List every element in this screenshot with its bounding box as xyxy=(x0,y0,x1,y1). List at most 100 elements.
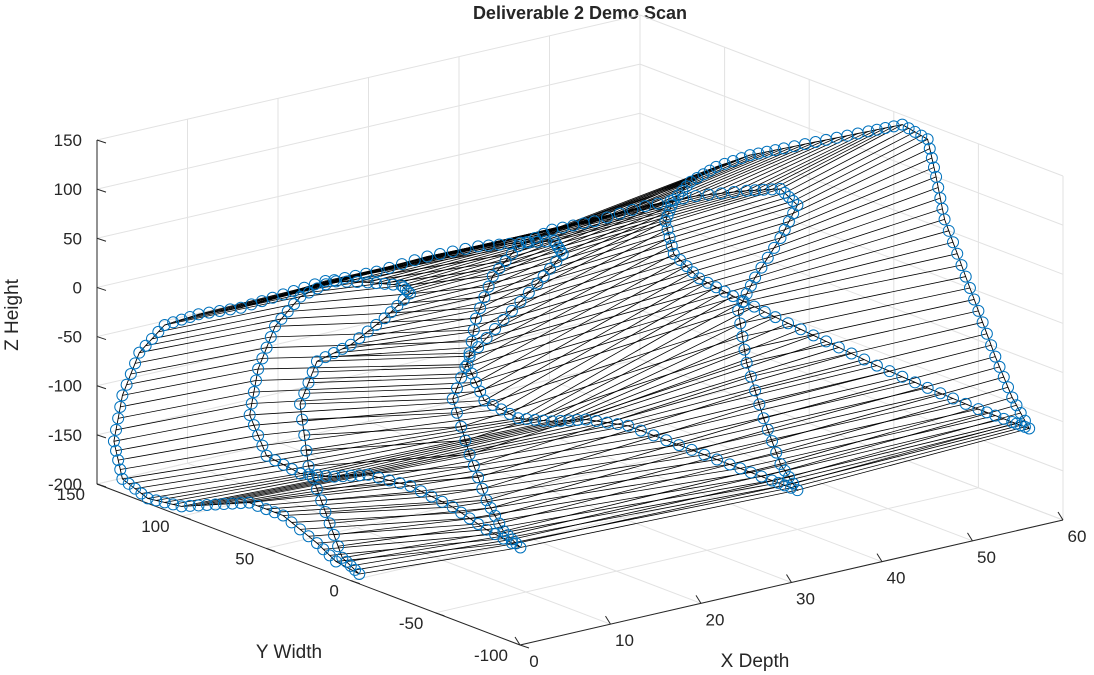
data-point xyxy=(184,499,197,512)
wireframe-line xyxy=(410,444,680,487)
data-point xyxy=(459,434,472,447)
data-point xyxy=(401,285,414,298)
data-point xyxy=(791,484,804,497)
data-point xyxy=(459,360,472,373)
data-point xyxy=(601,211,614,224)
z-tick-mark xyxy=(96,434,107,439)
data-point xyxy=(269,320,282,333)
wireframe-line xyxy=(122,368,259,396)
data-point xyxy=(571,413,584,426)
grid-line xyxy=(96,14,641,141)
data-point xyxy=(1002,381,1015,394)
wireframe-line xyxy=(351,422,608,477)
data-point xyxy=(124,368,137,381)
data-point xyxy=(727,154,740,167)
wireframe-line xyxy=(556,192,785,262)
data-point xyxy=(740,184,753,197)
x-tick-label: 40 xyxy=(887,569,906,588)
wireframe-line xyxy=(469,472,751,519)
data-point xyxy=(256,352,269,365)
z-tick-label: -100 xyxy=(48,377,82,396)
grid-line xyxy=(639,309,1064,472)
wireframe-line xyxy=(520,489,798,548)
wireframe-line xyxy=(215,474,369,505)
data-point xyxy=(469,312,482,325)
wireframe-line xyxy=(262,413,510,446)
data-point xyxy=(298,387,311,400)
data-point xyxy=(472,240,485,253)
data-point xyxy=(942,224,955,237)
data-point xyxy=(985,339,998,352)
data-point xyxy=(896,370,909,383)
wireframe-line xyxy=(507,470,785,536)
x-tick-mark xyxy=(876,553,883,562)
z-tick-label: -200 xyxy=(48,475,82,494)
data-point xyxy=(493,262,506,275)
data-point xyxy=(336,470,349,483)
wireframe-line xyxy=(145,318,282,347)
wireframe-line xyxy=(304,426,462,436)
wireframe-line xyxy=(788,157,933,222)
data-point xyxy=(744,466,757,479)
data-point xyxy=(404,287,417,300)
wireframe-layer xyxy=(113,124,1030,575)
wireframe-line xyxy=(130,347,267,375)
wireframe-line xyxy=(577,334,814,421)
data-point xyxy=(883,365,896,378)
wireframe-line xyxy=(113,414,250,442)
data-point xyxy=(122,477,135,490)
data-point xyxy=(474,301,487,314)
data-point xyxy=(972,304,985,317)
data-point xyxy=(145,332,158,345)
data-point xyxy=(110,423,123,436)
data-point xyxy=(870,359,883,372)
data-point xyxy=(930,170,943,183)
y-tick-mark xyxy=(266,547,276,552)
wireframe-line xyxy=(333,515,496,536)
wireframe-line xyxy=(537,204,798,285)
wireframe-line xyxy=(475,265,687,383)
wireframe-line xyxy=(300,517,470,530)
wireframe-line xyxy=(306,440,466,452)
data-point xyxy=(554,244,567,257)
data-point xyxy=(294,290,307,303)
data-point xyxy=(114,400,127,413)
data-point xyxy=(735,152,748,165)
wireframe-line xyxy=(329,538,504,556)
wireframe-line xyxy=(486,480,773,531)
wireframe-line xyxy=(617,359,865,425)
wireframe-line xyxy=(780,176,937,239)
wireframe-line xyxy=(390,275,544,313)
data-point xyxy=(277,288,290,301)
wireframe-line xyxy=(164,474,318,503)
wireframe-line xyxy=(302,412,457,420)
data-point xyxy=(455,506,468,519)
data-point xyxy=(370,277,383,290)
data-point xyxy=(1014,406,1027,419)
z-tick-label: 150 xyxy=(54,131,82,150)
y-tick-label: 100 xyxy=(141,517,169,536)
wireframe-line xyxy=(780,397,1013,465)
wireframe-line xyxy=(308,377,462,384)
data-point xyxy=(772,476,785,489)
wireframe-line xyxy=(501,286,717,410)
data-point xyxy=(768,241,781,254)
data-point xyxy=(319,469,332,482)
data-point xyxy=(663,204,676,217)
data-point xyxy=(703,164,716,177)
data-point xyxy=(476,482,489,495)
wireframe-line xyxy=(543,170,710,235)
wireframe-line xyxy=(484,277,700,401)
data-point xyxy=(514,295,527,308)
data-point xyxy=(478,291,491,304)
data-point xyxy=(887,120,900,133)
wireframe-line xyxy=(397,268,551,307)
data-point xyxy=(260,341,273,354)
wireframe-line xyxy=(797,138,928,206)
data-point xyxy=(277,509,290,522)
wireframe-line xyxy=(232,479,390,504)
data-point xyxy=(766,435,779,448)
wireframe-line xyxy=(274,501,443,513)
data-point xyxy=(927,161,940,174)
data-point xyxy=(294,523,307,536)
